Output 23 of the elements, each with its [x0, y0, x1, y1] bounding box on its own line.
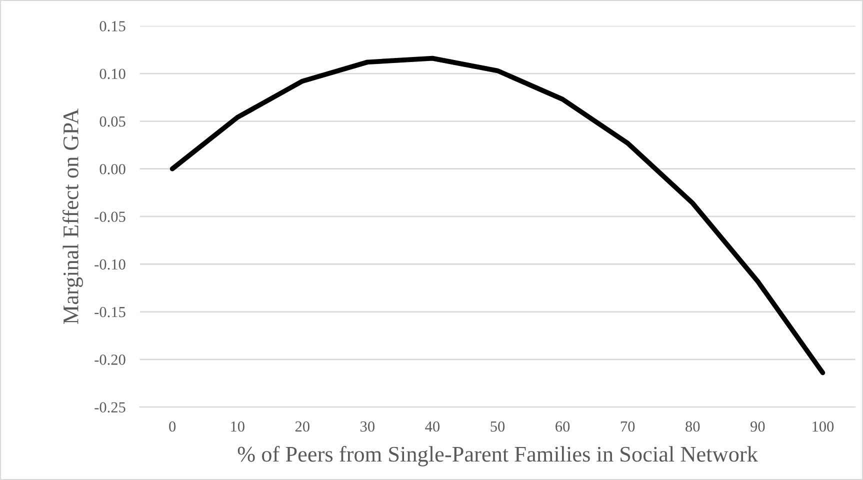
- y-tick-label: -0.10: [94, 259, 126, 270]
- x-tick-label: 20: [295, 421, 310, 432]
- line-series: [170, 56, 826, 376]
- y-tick-label: -0.20: [94, 354, 126, 365]
- x-tick-label: 60: [556, 421, 570, 432]
- x-tick-label: 50: [490, 421, 505, 432]
- x-tick-label: 90: [750, 421, 765, 432]
- y-axis-title: Marginal Effect on GPA: [62, 108, 83, 324]
- y-tick-label: 0.05: [100, 116, 126, 127]
- y-tick-label: 0.10: [100, 68, 126, 80]
- x-tick-label: 10: [231, 421, 244, 432]
- y-tick-label: -0.25: [94, 402, 126, 413]
- y-tick-label: -0.05: [94, 212, 126, 222]
- x-axis-title: % of Peers from Single-Parent Families in Social Network: [238, 446, 758, 466]
- x-tick-label: 40: [425, 421, 440, 432]
- x-tick-label: 70: [620, 421, 635, 432]
- y-tick-label: 0.00: [100, 164, 126, 174]
- x-tick-label: 0: [169, 421, 176, 432]
- y-tick-label: 0.15: [100, 21, 126, 32]
- x-tick-label: 100: [812, 421, 834, 432]
- y-tick-label: -0.15: [94, 306, 126, 318]
- x-tick-label: 80: [686, 421, 700, 432]
- x-tick-label: 30: [360, 421, 374, 432]
